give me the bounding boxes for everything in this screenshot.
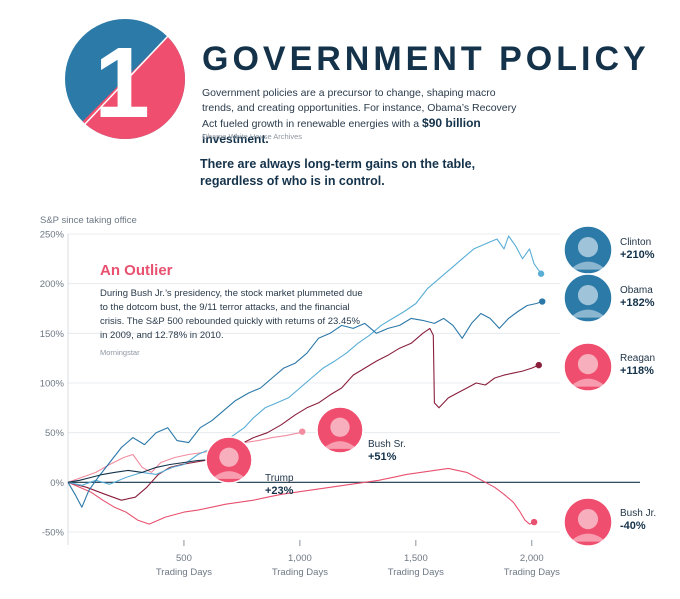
trump-portrait-body <box>211 471 247 479</box>
clinton-portrait-body <box>570 261 606 270</box>
intro-source: Obama White House Archives <box>202 132 303 141</box>
outlier-source: Morningstar <box>100 348 140 357</box>
series-end-dot <box>299 428 306 435</box>
y-tick-label: 200% <box>40 279 65 290</box>
outlier-callout: An Outlier During Bush Jr.’s presidency,… <box>100 262 370 357</box>
label-name: Obama <box>620 285 653 296</box>
series-end-dot <box>530 518 538 526</box>
x-axis-label: Trading Days <box>388 567 444 578</box>
intro-body: Government policies are a precursor to c… <box>202 87 517 130</box>
label-name: Bush Sr. <box>368 439 406 450</box>
x-axis-label: Trading Days <box>504 567 560 578</box>
intro-highlight: $90 billion investment. <box>202 116 481 146</box>
hero-number-badge: 1 <box>65 17 186 143</box>
label-value: -40% <box>620 520 646 532</box>
x-tick-label: 1,500 <box>404 553 428 564</box>
series-line-bush-jr- <box>67 467 535 525</box>
series-line-trump <box>67 458 224 483</box>
series-line-obama <box>67 300 543 508</box>
bush-jr--portrait-body <box>570 533 606 542</box>
outlier-text: During Bush Jr.’s presidency, the stock … <box>100 288 363 341</box>
reagan-portrait-head <box>577 354 599 375</box>
bush-sr--portrait-head <box>330 417 350 437</box>
clinton-portrait-head <box>577 237 599 258</box>
series-end-dot <box>539 298 546 305</box>
y-tick-label: -50% <box>42 528 65 539</box>
x-tick-label: 1,000 <box>288 553 312 564</box>
obama-portrait-body <box>570 309 606 318</box>
label-value: +118% <box>620 365 654 377</box>
label-name: Reagan <box>620 353 655 364</box>
series-line-reagan <box>67 327 540 501</box>
bush-sr--portrait-body <box>322 441 358 449</box>
x-tick-label: 500 <box>176 553 192 564</box>
series-line-clinton <box>67 235 542 486</box>
label-name: Bush Jr. <box>620 508 656 519</box>
label-value: +51% <box>368 451 397 463</box>
x-axis-label: Trading Days <box>272 567 328 578</box>
page-title: GOVERNMENT POLICY <box>202 40 650 78</box>
label-name: Clinton <box>620 237 651 248</box>
reagan-portrait-body <box>570 378 606 387</box>
bush-jr--portrait-head <box>577 509 599 530</box>
intro-paragraph: Government policies are a precursor to c… <box>202 86 522 148</box>
series-end-dot <box>535 361 542 369</box>
y-tick-label: 50% <box>45 428 65 439</box>
obama-portrait-head <box>577 285 599 306</box>
outlier-title: An Outlier <box>100 262 173 279</box>
label-value: +23% <box>265 485 294 497</box>
y-tick-label: 250% <box>40 230 65 241</box>
y-tick-label: 0% <box>50 478 64 489</box>
series-end-dot <box>537 270 545 277</box>
y-tick-label: 100% <box>40 379 65 390</box>
tagline: There are always long-term gains on the … <box>200 157 476 188</box>
hero-number: 1 <box>94 27 150 139</box>
label-value: +182% <box>620 297 655 309</box>
x-axis-label: Trading Days <box>156 567 212 578</box>
label-value: +210% <box>620 249 655 261</box>
trump-portrait-head <box>219 447 239 467</box>
label-name: Trump <box>265 473 294 484</box>
y-axis-label: S&P since taking office <box>40 215 137 226</box>
y-tick-label: 150% <box>40 329 65 340</box>
series-line-bush-sr- <box>67 431 303 483</box>
x-tick-label: 2,000 <box>520 553 544 564</box>
